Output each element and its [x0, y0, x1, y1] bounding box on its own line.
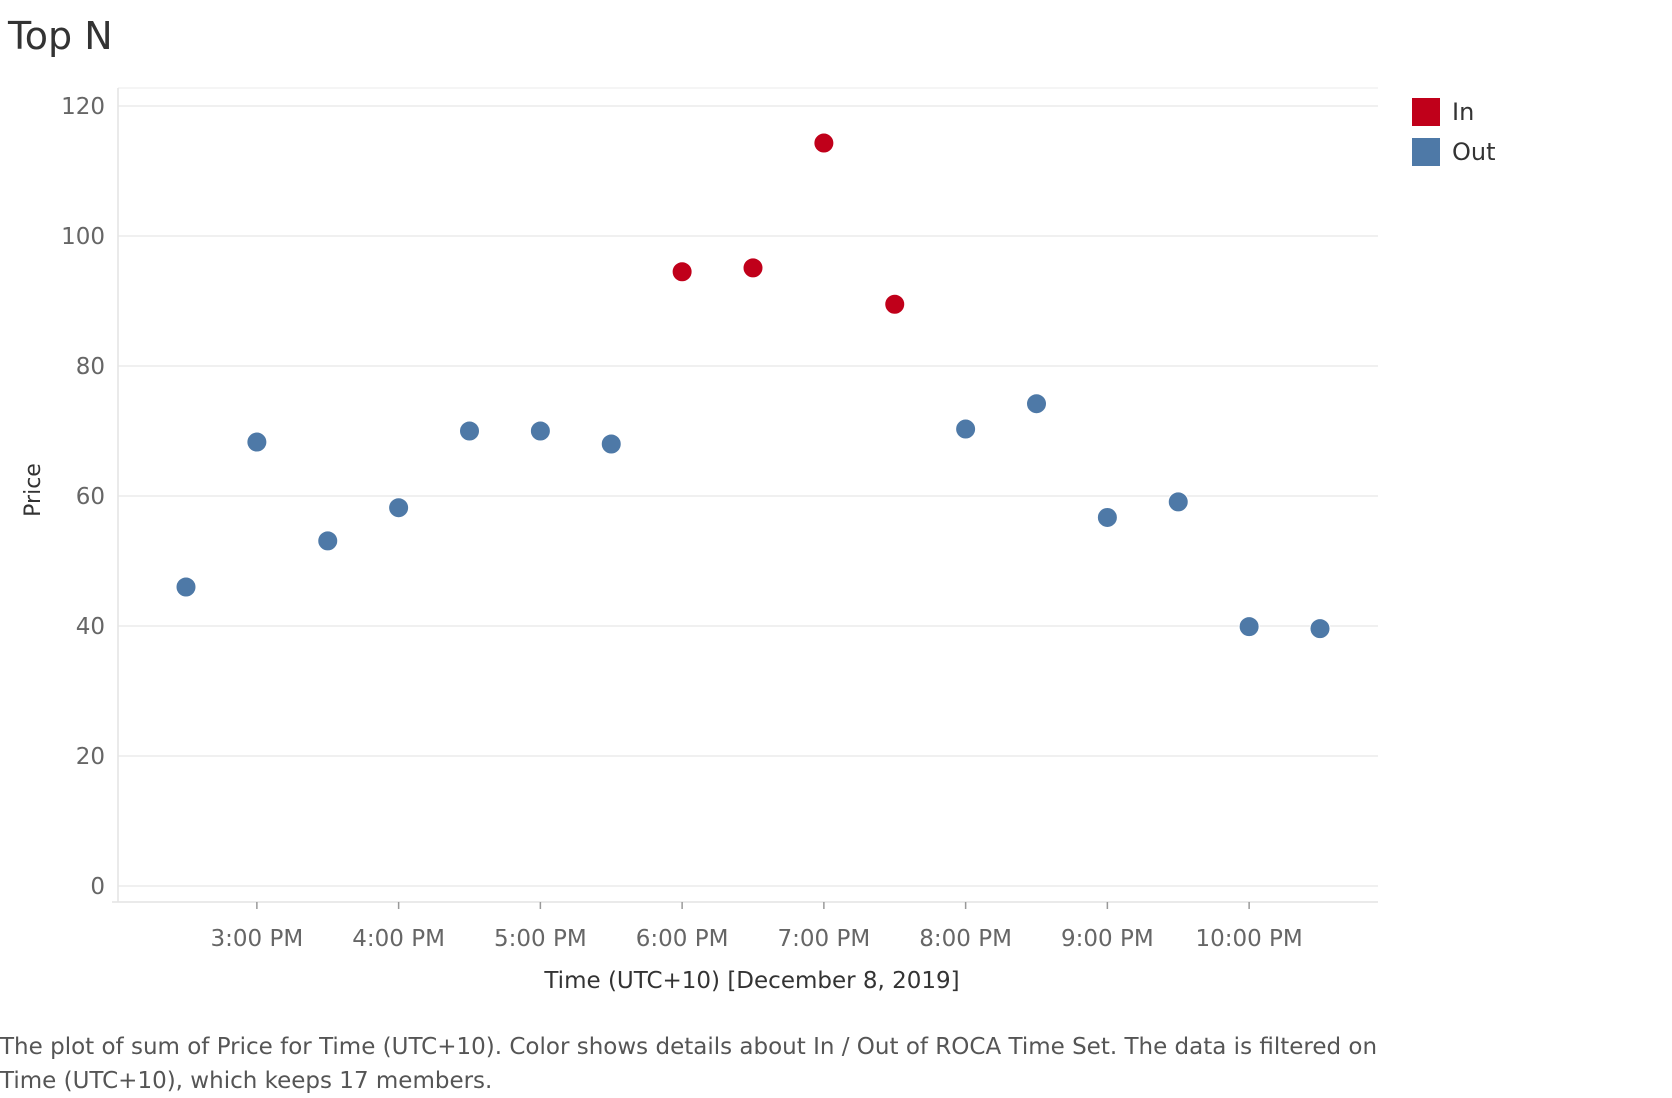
chart-title: Top N — [8, 14, 113, 58]
x-tick-5: 8:00 PM — [919, 926, 1012, 952]
axes — [112, 88, 1378, 909]
y-axis-label: Price — [21, 463, 46, 517]
y-tick-0: 0 — [90, 874, 105, 900]
legend-swatch-in — [1412, 98, 1440, 126]
legend-label-in: In — [1452, 98, 1475, 126]
x-tick-labels: 3:00 PM 4:00 PM 5:00 PM 6:00 PM 7:00 PM 8:00 … — [211, 926, 1303, 952]
x-tick-3: 6:00 PM — [636, 926, 729, 952]
chart-caption: The plot of sum of Price for Time (UTC+1… — [0, 1030, 1400, 1098]
data-point-10 — [884, 293, 906, 315]
y-tick-40: 40 — [76, 614, 105, 640]
data-point-3 — [388, 497, 410, 519]
data-point-12 — [1026, 393, 1047, 415]
y-tick-20: 20 — [76, 744, 105, 770]
y-tick-80: 80 — [76, 354, 105, 380]
legend-item-in[interactable]: In — [1412, 92, 1496, 132]
data-point-8 — [742, 257, 764, 279]
data-point-2 — [317, 530, 339, 552]
x-tick-7: 10:00 PM — [1195, 926, 1302, 952]
x-tick-4: 7:00 PM — [778, 926, 871, 952]
data-point-13 — [1096, 506, 1118, 528]
x-tick-0: 3:00 PM — [211, 926, 304, 952]
data-point-15 — [1238, 616, 1260, 638]
legend: In Out — [1412, 92, 1496, 172]
data-point-7 — [671, 261, 693, 283]
caption-line-1: The plot of sum of Price for Time (UTC+1… — [0, 1034, 1378, 1060]
data-point-4 — [459, 420, 480, 442]
data-point-1 — [246, 431, 268, 453]
grid-lines — [118, 87, 1378, 887]
data-point-5 — [529, 420, 551, 442]
legend-item-out[interactable]: Out — [1412, 132, 1496, 172]
legend-swatch-out — [1412, 138, 1440, 166]
data-point-9 — [813, 132, 835, 154]
legend-label-out: Out — [1452, 138, 1496, 166]
data-point-16 — [1309, 618, 1331, 640]
x-axis-label: Time (UTC+10) [December 8, 2019] — [543, 968, 959, 994]
data-point-6 — [600, 433, 622, 455]
x-tick-1: 4:00 PM — [352, 926, 445, 952]
caption-line-2: Time (UTC+10), which keeps 17 members. — [0, 1068, 493, 1094]
y-tick-labels: 0 20 40 60 80 100 120 — [61, 94, 105, 900]
data-points — [175, 132, 1331, 640]
x-tick-2: 5:00 PM — [494, 926, 587, 952]
data-point-0 — [175, 576, 197, 598]
y-tick-100: 100 — [61, 224, 105, 250]
data-point-11 — [955, 418, 977, 440]
y-tick-60: 60 — [76, 484, 105, 510]
x-tick-6: 9:00 PM — [1061, 926, 1154, 952]
data-point-14 — [1167, 491, 1189, 513]
y-tick-120: 120 — [61, 94, 105, 120]
